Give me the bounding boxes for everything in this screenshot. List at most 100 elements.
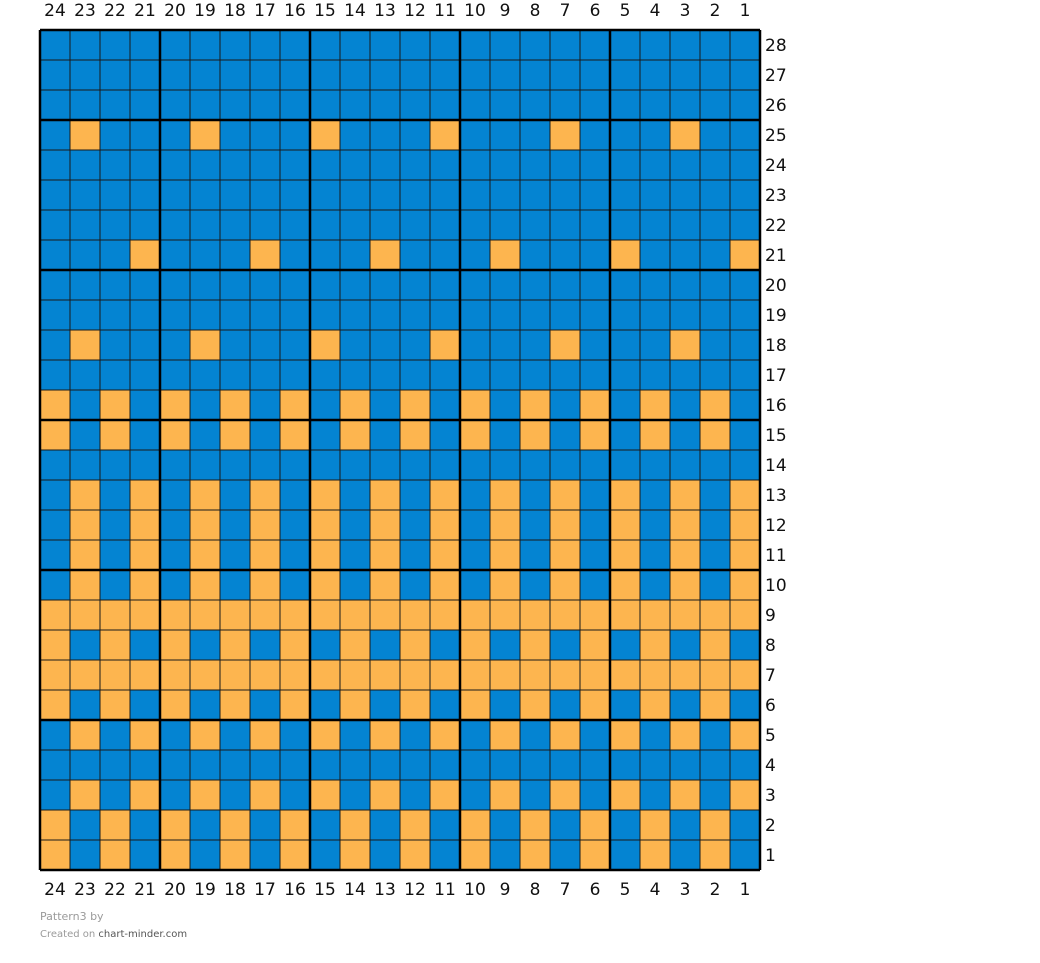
column-label-top: 3 [680, 1, 691, 21]
background-stitch [700, 210, 730, 240]
background-stitch [640, 720, 670, 750]
background-stitch [700, 750, 730, 780]
contrast-stitch [490, 240, 520, 270]
background-stitch [400, 360, 430, 390]
background-stitch [520, 120, 550, 150]
contrast-stitch [40, 420, 70, 450]
contrast-stitch [610, 480, 640, 510]
background-stitch [670, 420, 700, 450]
background-stitch [250, 150, 280, 180]
background-stitch [580, 780, 610, 810]
bottom-column-labels: 24 23 22 21 20 19 18 17 16 15 14 13 12 11 10 9 8 7 6 5 4 3 2 1 [44, 880, 750, 900]
contrast-stitch [250, 660, 280, 690]
column-label-bottom: 10 [464, 880, 486, 900]
background-stitch [550, 240, 580, 270]
background-stitch [460, 540, 490, 570]
contrast-stitch [400, 390, 430, 420]
column-label-bottom: 18 [224, 880, 246, 900]
background-stitch [610, 750, 640, 780]
contrast-stitch [100, 420, 130, 450]
contrast-stitch [160, 420, 190, 450]
background-stitch [640, 180, 670, 210]
background-stitch [400, 30, 430, 60]
background-stitch [370, 450, 400, 480]
background-stitch [100, 300, 130, 330]
background-stitch [430, 300, 460, 330]
background-stitch [40, 150, 70, 180]
contrast-stitch [550, 720, 580, 750]
background-stitch [730, 810, 760, 840]
background-stitch [160, 540, 190, 570]
contrast-stitch [460, 840, 490, 870]
background-stitch [430, 450, 460, 480]
background-stitch [160, 270, 190, 300]
background-stitch [640, 120, 670, 150]
background-stitch [190, 270, 220, 300]
contrast-stitch [610, 780, 640, 810]
row-label: 24 [765, 156, 787, 176]
background-stitch [190, 750, 220, 780]
contrast-stitch [340, 840, 370, 870]
background-stitch [370, 90, 400, 120]
background-stitch [460, 150, 490, 180]
background-stitch [430, 630, 460, 660]
background-stitch [460, 90, 490, 120]
background-stitch [610, 60, 640, 90]
background-stitch [70, 300, 100, 330]
chart-title: Pattern3 [40, 910, 87, 923]
contrast-stitch [520, 810, 550, 840]
background-stitch [160, 720, 190, 750]
pattern-chart: 24 23 22 21 20 19 18 17 16 15 14 13 12 11 10 9 8 7 6 5 4 3 2 1 … [38, 1, 787, 900]
contrast-stitch [670, 540, 700, 570]
background-stitch [430, 90, 460, 120]
background-stitch [730, 330, 760, 360]
contrast-stitch [550, 570, 580, 600]
background-stitch [160, 480, 190, 510]
contrast-stitch [310, 570, 340, 600]
contrast-stitch [460, 390, 490, 420]
background-stitch [220, 360, 250, 390]
background-stitch [280, 720, 310, 750]
background-stitch [370, 420, 400, 450]
background-stitch [40, 330, 70, 360]
background-stitch [520, 210, 550, 240]
background-stitch [730, 120, 760, 150]
contrast-stitch [190, 540, 220, 570]
row-label: 14 [765, 456, 787, 476]
column-label-bottom: 24 [44, 880, 66, 900]
site-link[interactable]: chart-minder.com [98, 929, 188, 940]
contrast-stitch [670, 570, 700, 600]
background-stitch [700, 270, 730, 300]
background-stitch [40, 540, 70, 570]
background-stitch [280, 480, 310, 510]
contrast-stitch [220, 840, 250, 870]
contrast-stitch [400, 600, 430, 630]
background-stitch [40, 210, 70, 240]
contrast-stitch [340, 600, 370, 630]
column-label-bottom: 2 [710, 880, 721, 900]
background-stitch [70, 450, 100, 480]
contrast-stitch [550, 660, 580, 690]
background-stitch [70, 420, 100, 450]
background-stitch [520, 570, 550, 600]
background-stitch [220, 60, 250, 90]
background-stitch [160, 570, 190, 600]
footer-created-line: Created on chart-minder.com [40, 926, 187, 944]
contrast-stitch [490, 570, 520, 600]
background-stitch [70, 180, 100, 210]
background-stitch [700, 30, 730, 60]
background-stitch [580, 570, 610, 600]
contrast-stitch [280, 600, 310, 630]
row-label: 5 [765, 726, 776, 746]
background-stitch [520, 150, 550, 180]
contrast-stitch [40, 660, 70, 690]
background-stitch [220, 540, 250, 570]
contrast-stitch [40, 690, 70, 720]
background-stitch [220, 450, 250, 480]
contrast-stitch [70, 540, 100, 570]
contrast-stitch [220, 660, 250, 690]
contrast-stitch [670, 480, 700, 510]
row-label: 9 [765, 606, 776, 626]
background-stitch [160, 750, 190, 780]
background-stitch [430, 690, 460, 720]
